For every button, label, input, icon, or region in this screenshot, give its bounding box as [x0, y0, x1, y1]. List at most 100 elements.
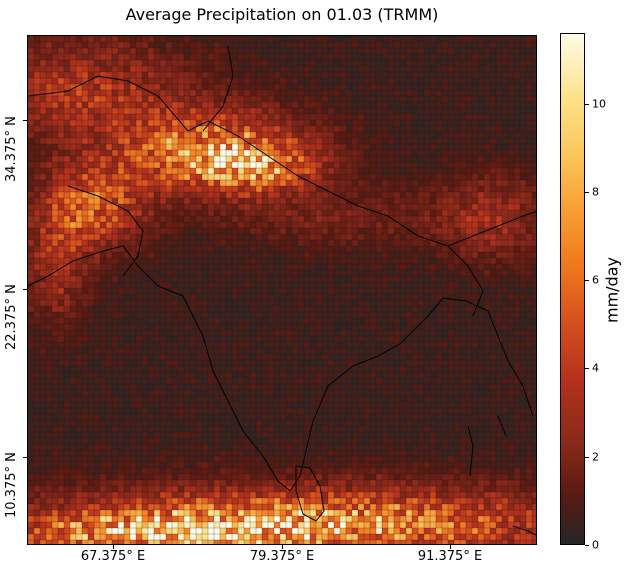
precip-cell — [273, 143, 281, 151]
precip-cell — [117, 83, 125, 91]
precip-cell — [135, 179, 143, 187]
precip-cell — [531, 167, 536, 175]
precip-cell — [339, 359, 347, 367]
precip-cell — [129, 167, 137, 175]
precip-cell — [123, 83, 131, 91]
precip-cell — [123, 155, 131, 163]
precip-cell — [87, 125, 95, 133]
precip-cell — [447, 299, 455, 307]
precip-cell — [495, 317, 503, 325]
precip-cell — [123, 233, 131, 241]
precip-cell — [417, 311, 425, 319]
precip-cell — [411, 227, 419, 235]
precip-cell — [111, 323, 119, 331]
precip-cell — [435, 311, 443, 319]
precip-cell — [369, 221, 377, 229]
precip-cell — [333, 113, 341, 121]
precip-cell — [423, 36, 431, 43]
precip-cell — [417, 287, 425, 295]
precip-cell — [207, 161, 215, 169]
precip-cell — [483, 323, 491, 331]
precip-cell — [327, 173, 335, 181]
precip-cell — [45, 95, 53, 103]
precip-cell — [63, 107, 71, 115]
precip-cell — [381, 365, 389, 373]
precip-cell — [453, 89, 461, 97]
precip-cell — [99, 59, 107, 67]
precip-cell — [483, 41, 491, 49]
precip-cell — [111, 143, 119, 151]
precipitation-map[interactable] — [27, 35, 537, 545]
precip-cell — [123, 275, 131, 283]
precip-cell — [165, 179, 173, 187]
precip-cell — [477, 257, 485, 265]
precip-cell — [387, 335, 395, 343]
precip-cell — [465, 137, 473, 145]
precip-cell — [381, 359, 389, 367]
precip-cell — [315, 95, 323, 103]
precip-cell — [381, 305, 389, 313]
precip-cell — [489, 71, 497, 79]
precip-cell — [525, 107, 533, 115]
precip-cell — [363, 365, 371, 373]
precip-cell — [519, 227, 527, 235]
precip-cell — [339, 71, 347, 79]
precip-cell — [261, 65, 269, 73]
precip-cell — [369, 36, 377, 43]
precip-cell — [429, 299, 437, 307]
precip-cell — [243, 347, 251, 355]
precip-cell — [309, 131, 317, 139]
precip-cell — [28, 155, 35, 163]
precip-cell — [93, 317, 101, 325]
precip-cell — [501, 239, 509, 247]
precip-cell — [519, 131, 527, 139]
precip-cell — [105, 269, 113, 277]
precip-cell — [135, 53, 143, 61]
precip-cell — [477, 71, 485, 79]
precip-cell — [273, 365, 281, 373]
precip-cell — [315, 257, 323, 265]
precip-cell — [87, 65, 95, 73]
precip-cell — [519, 335, 527, 343]
precip-cell — [93, 221, 101, 229]
precip-cell — [165, 377, 173, 385]
precip-cell — [225, 329, 233, 337]
precip-cell — [531, 203, 536, 211]
precip-cell — [447, 317, 455, 325]
precip-cell — [465, 245, 473, 253]
precip-cell — [483, 173, 491, 181]
precip-cell — [423, 89, 431, 97]
precip-cell — [417, 305, 425, 313]
precip-cell — [321, 299, 329, 307]
precip-cell — [69, 179, 77, 187]
precip-cell — [177, 221, 185, 229]
precip-cell — [423, 161, 431, 169]
precip-cell — [309, 59, 317, 67]
precip-cell — [75, 377, 83, 385]
precip-cell — [147, 269, 155, 277]
precip-cell — [39, 203, 47, 211]
precip-cell — [165, 317, 173, 325]
precip-cell — [93, 383, 101, 391]
precip-cell — [441, 233, 449, 241]
precip-cell — [111, 47, 119, 55]
precip-cell — [57, 125, 65, 133]
precip-cell — [393, 227, 401, 235]
precip-cell — [135, 197, 143, 205]
precip-cell — [231, 221, 239, 229]
precip-cell — [513, 131, 521, 139]
precip-cell — [429, 143, 437, 151]
precip-cell — [153, 101, 161, 109]
precip-cell — [105, 191, 113, 199]
precip-cell — [315, 281, 323, 289]
precip-cell — [129, 143, 137, 151]
precip-cell — [33, 53, 41, 61]
precip-cell — [81, 203, 89, 211]
precip-cell — [291, 36, 299, 43]
precip-cell — [171, 359, 179, 367]
precip-cell — [159, 383, 167, 391]
precip-cell — [477, 317, 485, 325]
precip-cell — [345, 65, 353, 73]
precip-cell — [51, 197, 59, 205]
precip-cell — [249, 281, 257, 289]
